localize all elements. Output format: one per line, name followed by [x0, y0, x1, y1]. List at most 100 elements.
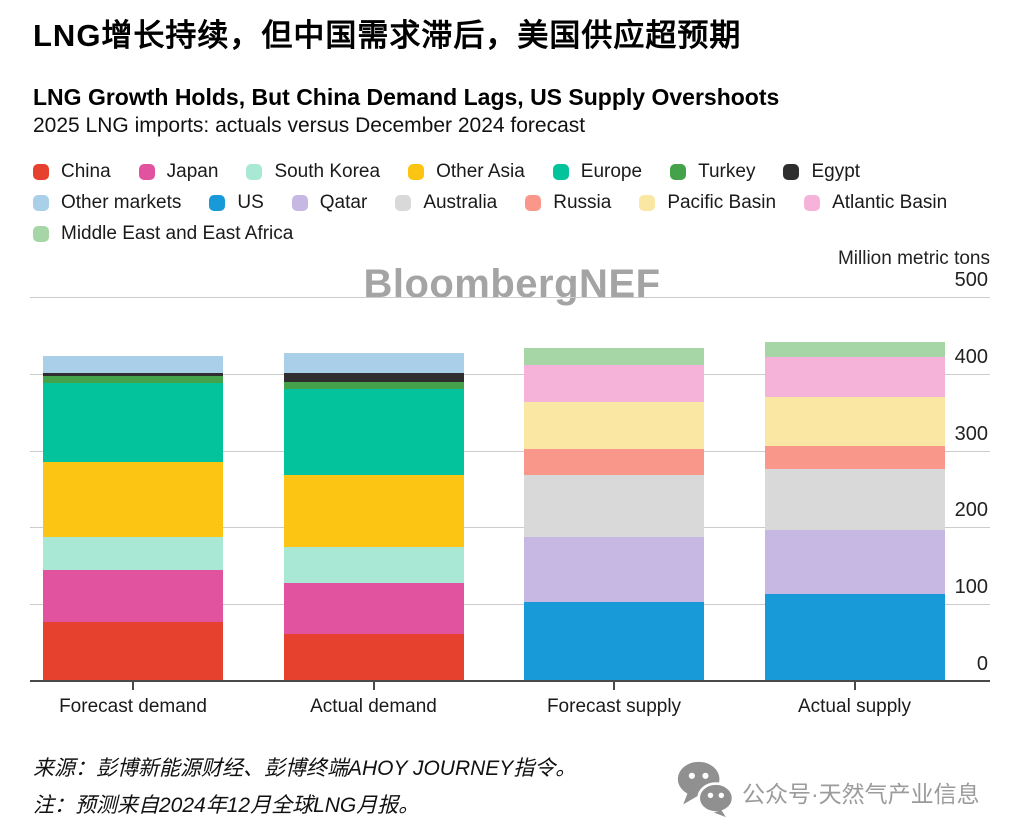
legend-swatch-icon [525, 195, 542, 211]
y-tick-label: 400 [954, 345, 988, 368]
bar-segment [764, 469, 945, 530]
legend-item-label: China [61, 161, 111, 182]
bar-segment [283, 352, 464, 373]
bar-actual-demand [283, 352, 464, 682]
bar-segment [764, 357, 945, 398]
gridline [30, 527, 990, 529]
legend-item: Egypt [783, 161, 860, 183]
legend-item: Japan [138, 161, 218, 183]
legend-item-label: Australia [423, 192, 498, 213]
legend-item: US [209, 192, 264, 214]
bar-segment [43, 372, 223, 376]
legend-item: Turkey [670, 161, 755, 183]
wechat-badge-text: 公众号·天然气产业信息 [742, 780, 980, 807]
legend-swatch-icon [209, 195, 226, 211]
x-axis-label: Forecast supply [546, 696, 682, 717]
source-text: 来源：彭博新能源财经、彭博终端AHOY JOURNEY指令。 [33, 757, 577, 780]
y-tick-label: 500 [954, 269, 988, 291]
bar-segment [43, 355, 223, 373]
note-text: 注：预测来自2024年12月全球LNG月报。 [33, 794, 420, 817]
legend-item-label: Atlantic Basin [832, 192, 948, 213]
x-axis-label: Actual demand [310, 696, 437, 717]
bar-segment [43, 375, 223, 383]
bar-segment [43, 382, 223, 463]
legend-item: Russia [525, 192, 611, 214]
legend-swatch-icon [291, 195, 308, 211]
legend-item-label: Turkey [698, 161, 756, 182]
legend-swatch-icon [552, 164, 569, 180]
legend-row: China Japan South Korea Other Asia Europe Tur… [33, 161, 947, 183]
bar-segment [764, 529, 945, 595]
legend-item-label: Qatar [319, 192, 368, 213]
bar-segment [283, 582, 464, 634]
bloombergnef-watermark: BloombergNEF [363, 262, 661, 306]
bar-segment [764, 397, 945, 447]
gridline [30, 604, 990, 606]
legend-item-label: US [237, 192, 264, 213]
legend-item: Qatar [291, 192, 368, 214]
legend-item-label: Egypt [811, 161, 861, 182]
y-tick-label: 300 [954, 422, 988, 445]
chart-plot: 0 100 200 300 400 500 Forecast demand Actual de… [30, 269, 990, 717]
legend-item-label: South Korea [274, 161, 381, 182]
chart-legend: China Japan South Korea Other Asia Europe Tur… [33, 161, 947, 254]
legend-item: South Korea [246, 161, 380, 183]
gridline [30, 373, 990, 375]
bar-segment [764, 446, 945, 470]
bar-segment [524, 448, 704, 475]
bar-segment [524, 602, 704, 682]
bar-segment [283, 372, 464, 382]
legend-item: Atlantic Basin [804, 192, 947, 214]
bar-forecast-supply [524, 347, 704, 682]
legend-item: Pacific Basin [639, 192, 776, 214]
bar-segment [283, 381, 464, 389]
gridline [30, 297, 990, 298]
x-tick-mark [613, 682, 615, 690]
x-axis-label: Forecast demand [59, 696, 207, 717]
legend-item-label: Middle East and East Africa [61, 223, 294, 244]
x-tick-mark [853, 682, 856, 690]
legend-item-label: Other markets [61, 192, 182, 213]
x-axis-label: Actual supply [797, 696, 911, 717]
y-tick-label: 0 [976, 653, 988, 675]
y-axis-unit-label: Million metric tons [837, 248, 990, 269]
chart-title: LNG Growth Holds, But China Demand Lags,… [33, 84, 780, 110]
bar-segment [524, 474, 704, 537]
legend-swatch-icon [33, 195, 49, 211]
legend-item: China [33, 161, 111, 183]
bar-segment [524, 347, 704, 365]
bar-segment [283, 475, 464, 547]
wechat-badge: 公众号·天然气产业信息 [676, 760, 980, 823]
legend-item-label: Pacific Basin [667, 192, 777, 213]
legend-item: Middle East and East Africa [33, 223, 293, 245]
bar-segment [43, 462, 223, 537]
legend-swatch-icon [395, 195, 412, 211]
legend-swatch-icon [246, 164, 263, 180]
bar-segment [524, 364, 704, 402]
bar-segment [764, 341, 945, 358]
bar-segment [524, 401, 704, 449]
y-tick-label: 100 [954, 576, 988, 599]
x-axis-line [30, 680, 990, 682]
legend-item-label: Other Asia [436, 161, 525, 182]
bar-segment [43, 569, 223, 623]
x-tick-mark [132, 682, 134, 690]
legend-swatch-icon [783, 164, 800, 180]
bar-segment [283, 388, 464, 476]
x-tick-mark [372, 682, 375, 690]
legend-item: Other markets [33, 192, 181, 214]
legend-swatch-icon [804, 195, 821, 211]
legend-swatch-icon [33, 164, 49, 180]
bar-segment [283, 633, 464, 682]
y-tick-label: 200 [954, 499, 988, 522]
bar-forecast-demand [43, 355, 223, 682]
bar-segment [43, 622, 223, 682]
bar-segment [764, 594, 945, 682]
bar-segment [283, 546, 464, 583]
legend-item-label: Russia [553, 192, 612, 213]
legend-swatch-icon [670, 164, 687, 180]
gridline [30, 450, 990, 452]
legend-item: Australia [395, 192, 497, 214]
bar-actual-supply [764, 341, 945, 682]
